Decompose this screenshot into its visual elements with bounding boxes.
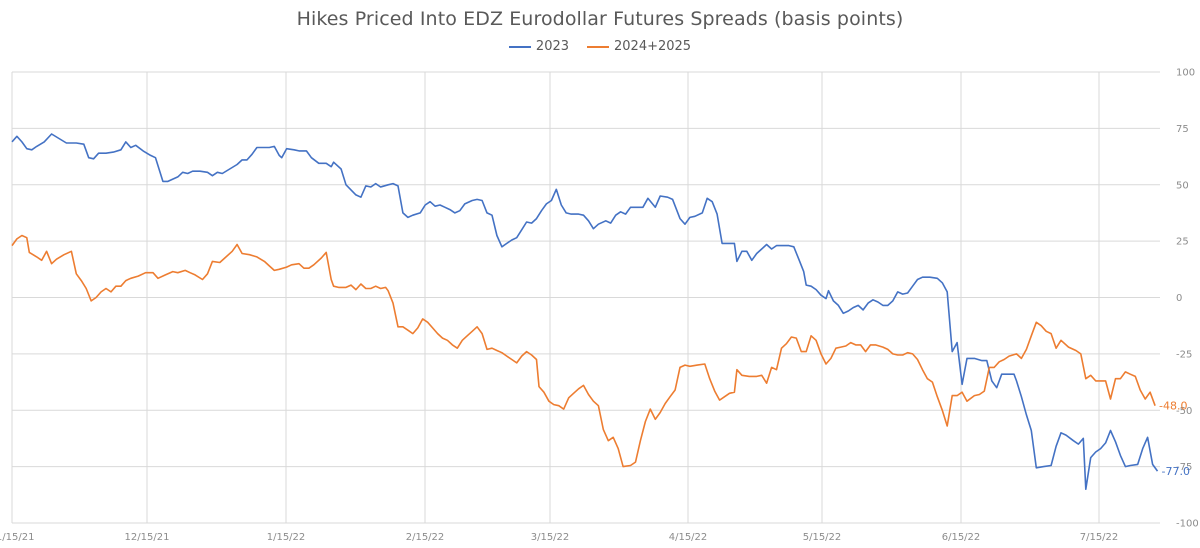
legend-item-2024-2025[interactable]: 2024+2025	[587, 39, 691, 54]
legend: 2023 2024+2025	[0, 39, 1200, 54]
legend-label-2024-2025: 2024+2025	[614, 39, 692, 54]
x-tick-label: 6/15/22	[942, 532, 981, 543]
y-tick-label: -75	[1176, 462, 1192, 473]
y-tick-label: 75	[1176, 124, 1189, 135]
legend-item-2023[interactable]: 2023	[508, 39, 570, 54]
legend-swatch-2024-2025	[587, 45, 610, 48]
series-line-2024-2025[interactable]	[11, 234, 1156, 468]
series-end-label: -48.0	[1159, 400, 1187, 413]
x-tick-label: 7/15/22	[1080, 532, 1119, 543]
y-tick-label: 50	[1176, 180, 1189, 191]
legend-label-2023: 2023	[535, 39, 570, 54]
y-tick-label: 0	[1176, 293, 1182, 304]
legend-swatch-2023	[508, 45, 531, 48]
x-tick-label: 4/15/22	[669, 532, 708, 543]
y-tick-label: 100	[1176, 68, 1195, 79]
chart-title: Hikes Priced Into EDZ Eurodollar Futures…	[296, 8, 904, 30]
y-tick-label: -25	[1176, 349, 1192, 360]
y-tick-label: -100	[1176, 519, 1199, 530]
x-tick-label: 2/15/22	[406, 532, 445, 543]
series-end-label: -77.0	[1162, 465, 1190, 478]
x-tick-label: 11/15/21	[0, 532, 34, 543]
x-tick-label: 1/15/22	[267, 532, 306, 543]
x-tick-label: 3/15/22	[531, 532, 570, 543]
y-tick-label: 25	[1176, 237, 1189, 248]
x-tick-label: 5/15/22	[803, 532, 842, 543]
series-line-2023[interactable]	[11, 133, 1159, 491]
x-tick-label: 12/15/21	[125, 532, 170, 543]
y-tick-label: -50	[1176, 406, 1192, 417]
